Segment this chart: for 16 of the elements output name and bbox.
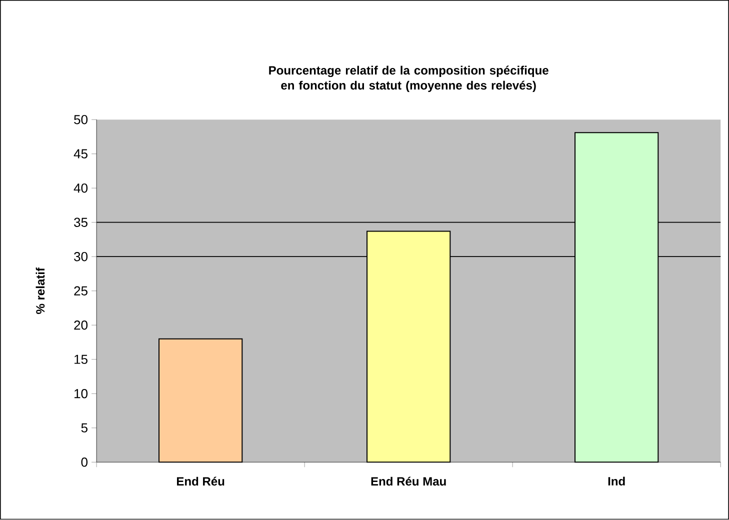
chart-title: Pourcentage relatif de la composition spécifique en fonction du statut (moyenne des relevés) (269, 66, 548, 92)
y-axis-title: % relatif (36, 268, 45, 314)
y-tick-label: 50 (74, 115, 88, 124)
y-tick-label: 15 (74, 355, 88, 364)
y-tick-label: 5 (81, 424, 88, 433)
y-tick-label: 30 (74, 252, 88, 262)
x-tick-label: Ind (608, 476, 625, 486)
x-tick-label: End Réu (176, 476, 224, 486)
y-tick-label: 20 (74, 320, 88, 330)
y-tick-label: 10 (74, 389, 88, 398)
y-tick-label: 25 (74, 286, 88, 296)
y-tick-label: 40 (74, 184, 88, 193)
x-tick-label: End Réu Mau (371, 476, 446, 486)
y-tick-label: 0 (81, 458, 88, 467)
y-tick-label: 35 (74, 218, 88, 228)
y-tick-label: 45 (74, 149, 88, 159)
